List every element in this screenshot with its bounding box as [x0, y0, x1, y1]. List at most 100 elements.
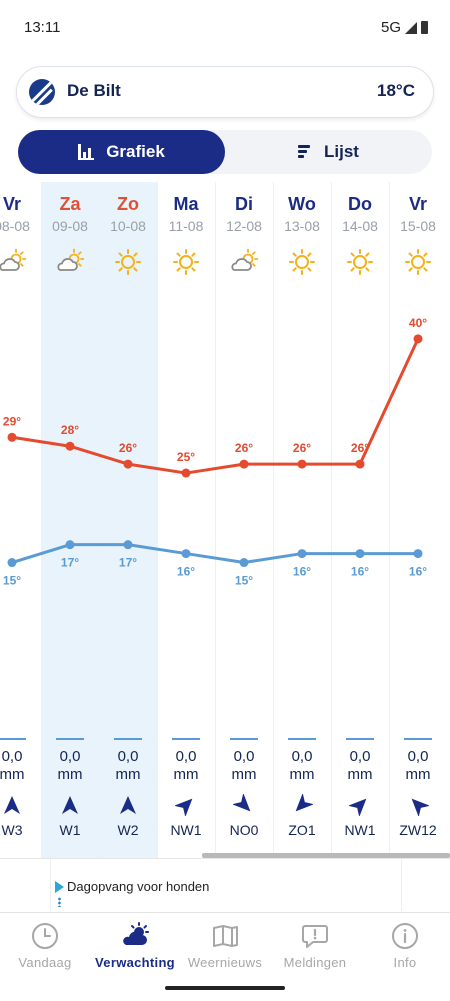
max-temperature-label: 28°: [61, 423, 79, 437]
wind-arrow-icon: [117, 794, 139, 816]
day-column[interactable]: Za 09-08 0,0 mm W1: [41, 182, 99, 858]
column-divider: [389, 182, 390, 858]
signal-icon: [405, 21, 417, 34]
sun-icon: [346, 248, 374, 276]
wind-label: W1: [59, 822, 81, 838]
wind-label: ZO1: [288, 822, 316, 838]
sun-icon: [172, 248, 200, 276]
chart-view-button[interactable]: Grafiek: [18, 130, 225, 174]
max-temperature-point: [413, 334, 423, 344]
max-temperature-point: [123, 459, 133, 469]
nav-label: Info: [393, 955, 417, 970]
rain-bar: [346, 738, 374, 740]
nav-label: Vandaag: [18, 955, 72, 970]
network-label: 5G: [380, 19, 401, 36]
rain-amount: 0,0: [233, 748, 255, 765]
location-name: De Bilt: [67, 81, 121, 100]
day-date: 13-08: [284, 218, 320, 234]
day-date: 12-08: [226, 218, 262, 234]
column-divider: [157, 182, 158, 858]
rain-unit: mm: [289, 766, 315, 783]
min-temperature-label: 16°: [351, 565, 369, 579]
ad-banner[interactable]: Dagopvang voor honden: [0, 858, 450, 911]
location-logo-icon: [29, 79, 55, 105]
day-name: Zo: [117, 194, 139, 214]
min-temperature-point: [7, 558, 17, 568]
wind-label: W2: [117, 822, 139, 838]
rain-bar: [230, 738, 258, 740]
day-date: 08-08: [0, 218, 30, 234]
day-date: 09-08: [52, 218, 88, 234]
min-temperature-point: [65, 540, 75, 550]
book-icon: [213, 925, 238, 947]
max-temperature-point: [181, 468, 191, 478]
current-temperature: 18°C: [377, 81, 415, 100]
partly-cloudy-icon: [56, 248, 85, 276]
min-temperature-label: 15°: [3, 574, 21, 588]
list-icon: [298, 145, 312, 159]
location-card[interactable]: De Bilt 18°C: [16, 66, 434, 118]
wind-label: NW1: [344, 822, 376, 838]
day-column[interactable]: Zo 10-08 0,0 mm W2: [99, 182, 157, 858]
status-indicators: 5G: [381, 19, 428, 36]
max-temperature-label: 26°: [293, 441, 311, 455]
message-icon: [302, 925, 328, 948]
nav-item-meldingen[interactable]: Meldingen: [270, 921, 360, 970]
day-name: Za: [59, 194, 81, 214]
wind-arrow-icon: [173, 794, 197, 818]
rain-unit: mm: [347, 766, 373, 783]
max-temperature-label: 29°: [3, 414, 21, 428]
day-column[interactable]: Do 14-08 0,0 mm NW1: [331, 182, 389, 858]
battery-icon: [421, 21, 428, 34]
info-icon: [392, 923, 418, 949]
weather-icon: [123, 922, 149, 945]
day-column[interactable]: Vr 15-08 0,0 mm ZW12: [389, 182, 447, 858]
rain-unit: mm: [115, 766, 141, 783]
min-temperature-label: 15°: [235, 574, 253, 588]
rain-bar: [404, 738, 432, 740]
wind-label: NO0: [229, 822, 259, 838]
day-column[interactable]: Di 12-08 0,0 mm NO0: [215, 182, 273, 858]
min-temperature-point: [239, 558, 249, 568]
min-temperature-label: 17°: [119, 556, 137, 570]
ad-play-icon: [55, 881, 64, 893]
ad-menu-icon[interactable]: [58, 897, 61, 907]
wind-arrow-icon: [231, 792, 255, 816]
list-view-label: Lijst: [324, 142, 359, 161]
max-temperature-label: 26°: [351, 441, 369, 455]
rain-amount: 0,0: [175, 748, 197, 765]
list-view-button[interactable]: Lijst: [225, 130, 432, 174]
nav-item-vandaag[interactable]: Vandaag: [0, 921, 90, 970]
day-date: 10-08: [110, 218, 146, 234]
day-column[interactable]: Ma 11-08 0,0 mm NW1: [157, 182, 215, 858]
status-bar: 13:11 5G: [0, 0, 450, 56]
sun-icon: [404, 248, 432, 276]
max-temperature-point: [297, 459, 307, 469]
horizontal-scrollbar[interactable]: [202, 853, 450, 858]
sun-icon: [288, 248, 316, 276]
nav-item-verwachting[interactable]: Verwachting: [90, 921, 180, 970]
min-temperature-label: 16°: [293, 565, 311, 579]
column-divider: [215, 182, 216, 858]
rain-amount: 0,0: [1, 748, 23, 765]
day-column[interactable]: Vr 08-08 0,0 mm W3: [0, 182, 41, 858]
day-column[interactable]: Wo 13-08 0,0 mm ZO1: [273, 182, 331, 858]
partly-cloudy-icon: [230, 248, 259, 276]
clock-icon: [32, 923, 58, 949]
max-temperature-line: [11, 338, 420, 475]
wind-arrow-icon: [291, 792, 315, 816]
day-date: 15-08: [400, 218, 436, 234]
nav-item-info[interactable]: Info: [360, 921, 450, 970]
ad-text[interactable]: Dagopvang voor honden: [67, 879, 210, 894]
status-time: 13:11: [24, 19, 61, 36]
max-temperature-point: [355, 459, 365, 469]
day-date: 14-08: [342, 218, 378, 234]
column-divider: [273, 182, 274, 858]
max-temperature-label: 40°: [409, 316, 427, 330]
nav-label: Verwachting: [95, 955, 175, 970]
min-temperature-line: [11, 543, 418, 565]
nav-item-weernieuws[interactable]: Weernieuws: [180, 921, 270, 970]
rain-amount: 0,0: [117, 748, 139, 765]
forecast-chart-area[interactable]: Vr 08-08 0,0 mm W3 Za 09-08 0,0 mm W1 Zo…: [0, 182, 450, 858]
bar-chart-icon: [78, 144, 95, 160]
